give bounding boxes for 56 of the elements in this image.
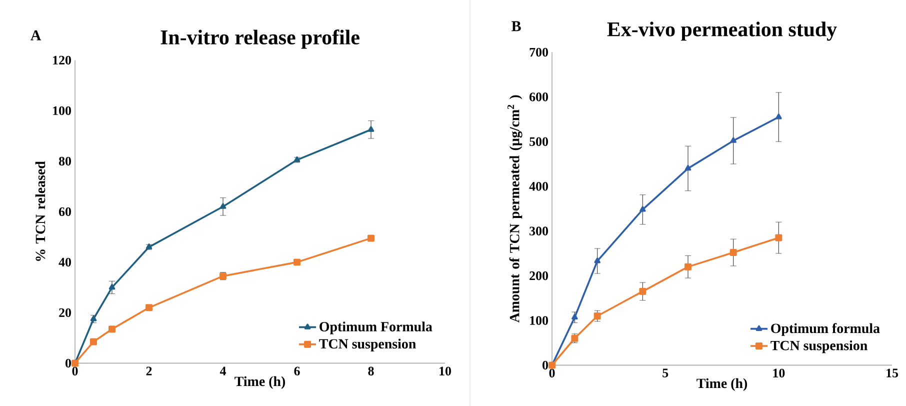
point xyxy=(684,164,692,170)
point xyxy=(639,288,646,295)
x-tick-label: 0 xyxy=(72,366,78,376)
y-tick-label: 0 xyxy=(542,360,548,370)
point xyxy=(368,126,374,132)
x-tick-label: 10 xyxy=(440,366,451,376)
point xyxy=(594,312,601,320)
text: A xyxy=(30,30,42,40)
point xyxy=(640,206,646,212)
x-tick-label: 10 xyxy=(773,368,785,378)
x-tick-label: 5 xyxy=(662,368,668,378)
point xyxy=(730,248,737,256)
y-tick-label: 500 xyxy=(530,137,548,146)
y-tick-label: 120 xyxy=(53,56,71,64)
legend-label: Optimum Formula xyxy=(320,321,432,334)
legend-label: TCN suspension xyxy=(770,340,868,353)
point xyxy=(108,325,116,332)
point xyxy=(294,258,301,266)
y-axis-title: Amount of TCN permeated (µg/cm$^{2}$ ) xyxy=(507,95,522,322)
point xyxy=(368,234,375,242)
point xyxy=(108,284,116,290)
y-tick-label: 100 xyxy=(53,106,71,115)
y-tick-label: 40 xyxy=(58,258,71,266)
y-tick-label: 20 xyxy=(59,308,71,317)
point xyxy=(572,314,578,320)
point xyxy=(775,234,782,242)
y-tick-label: 300 xyxy=(530,226,548,236)
point xyxy=(90,338,98,346)
legend-label: TCN suspension xyxy=(319,338,416,352)
text: B xyxy=(512,21,521,31)
legend-label: Optimum formula xyxy=(771,322,880,336)
y-axis-title: % TCN released xyxy=(35,161,46,261)
x-tick-label: 6 xyxy=(294,366,300,376)
x-tick-label: 8 xyxy=(368,366,374,376)
y-tick-label: 400 xyxy=(529,182,548,191)
point xyxy=(594,257,600,264)
x-tick-label: 15 xyxy=(886,368,898,378)
point xyxy=(776,113,782,120)
chart-title: In-vitro release profile xyxy=(160,29,360,48)
y-tick-label: 600 xyxy=(530,92,548,102)
y-tick-label: 100 xyxy=(530,316,548,325)
point xyxy=(220,202,226,209)
x-tick-label: 4 xyxy=(220,366,226,376)
point xyxy=(684,263,692,270)
x-axis-title: Time (h) xyxy=(234,376,286,389)
y-tick-label: 60 xyxy=(58,207,71,216)
point xyxy=(146,304,153,311)
point xyxy=(730,137,736,143)
x-axis-title: Time (h) xyxy=(696,378,748,391)
y-tick-label: 200 xyxy=(530,271,548,280)
y-tick-label: 0 xyxy=(66,358,71,368)
x-tick-label: 2 xyxy=(146,366,152,376)
y-tick-label: 80 xyxy=(58,156,71,166)
chart-title: Ex-vivo permeation study xyxy=(607,21,837,41)
x-tick-label: 0 xyxy=(549,368,555,378)
y-tick-label: 700 xyxy=(530,48,548,56)
